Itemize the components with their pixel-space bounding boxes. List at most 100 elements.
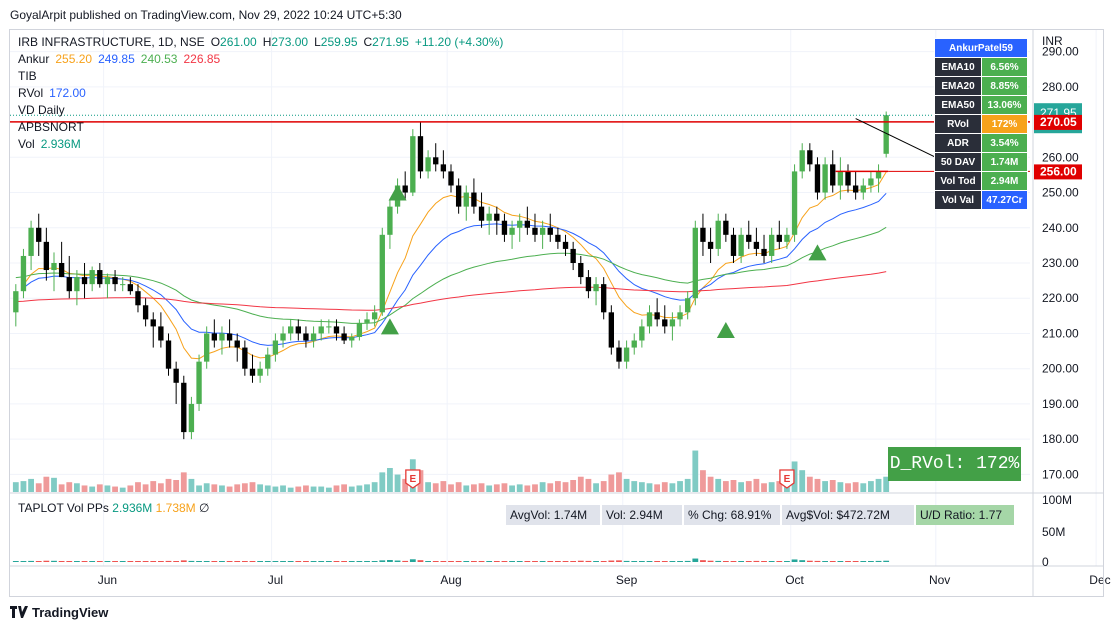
candle-body xyxy=(799,150,805,172)
volume-bar xyxy=(532,484,538,492)
taplot-volume-bar xyxy=(791,559,798,562)
publish-line: GoyalArpit published on TradingView.com,… xyxy=(10,8,402,22)
stats-key: EMA10 xyxy=(934,57,982,77)
volume-bar xyxy=(730,480,737,492)
currency-label: INR xyxy=(1042,34,1063,48)
candle-body xyxy=(272,340,279,355)
tib-row[interactable]: TIB xyxy=(18,68,509,85)
price-tick-label: 180.00 xyxy=(1042,432,1079,446)
volume-tick-label: 100M xyxy=(1042,493,1072,507)
candle-body xyxy=(662,319,668,327)
candle-body xyxy=(791,171,798,235)
taplot-volume-bar xyxy=(509,561,515,562)
volume-bar xyxy=(257,484,264,492)
candle-body xyxy=(249,368,256,376)
volume-bar xyxy=(104,485,111,492)
candle-body xyxy=(310,333,317,341)
candle-body xyxy=(326,326,332,328)
candle-body xyxy=(173,368,179,383)
taplot-volume-bar xyxy=(516,561,523,562)
taplot-volume-bar xyxy=(234,561,241,562)
volume-bar xyxy=(119,487,126,492)
taplot-volume-bar xyxy=(379,560,386,562)
volume-bar xyxy=(66,482,73,492)
volume-bar xyxy=(81,485,88,492)
taplot-volume-bar xyxy=(142,561,149,562)
candle-body xyxy=(448,171,454,186)
vd-row[interactable]: VD Daily xyxy=(18,102,509,119)
candle-body xyxy=(685,298,691,313)
taplot-volume-bar xyxy=(845,561,851,562)
candle-body xyxy=(280,333,286,341)
signal-triangle xyxy=(380,318,399,335)
table-header: AnkurPatel59 xyxy=(934,38,1028,58)
time-axis[interactable]: Jun Jul Aug Sep Oct Nov Dec xyxy=(98,573,1111,587)
ankur-row: Ankur 255.20 249.85 240.53 226.85 xyxy=(18,51,509,68)
rvol-label: RVol xyxy=(18,86,44,100)
volume-stat: Avg$Vol: $472.72M xyxy=(782,505,914,525)
stats-key: 50 DAV xyxy=(934,152,982,172)
taplot-volume-bar xyxy=(341,561,348,562)
volume-bar xyxy=(180,472,187,492)
tradingview-logo-icon xyxy=(10,606,28,618)
stats-table-row: EMA20 8.85% xyxy=(934,76,1028,96)
taplot-volume-bar xyxy=(219,561,225,562)
candle-body xyxy=(242,347,248,369)
price-tick-label: 210.00 xyxy=(1042,326,1079,340)
taplot-volume-bar xyxy=(875,560,882,562)
stats-table-row: EMA10 6.56% xyxy=(934,57,1028,77)
stats-table-header-row: AnkurPatel59 xyxy=(934,38,1028,58)
high-value: 273.00 xyxy=(271,35,309,49)
volume-bar xyxy=(211,484,218,492)
candle-body xyxy=(181,382,187,433)
volume-bar xyxy=(845,483,851,492)
candle-body xyxy=(738,234,744,256)
taplot-volume-bar xyxy=(562,561,569,562)
taplot-volume-bar xyxy=(501,561,508,562)
close-value: 271.95 xyxy=(372,35,409,49)
price-tick-label: 170.00 xyxy=(1042,467,1079,481)
volume-bar xyxy=(325,487,332,492)
candle-body xyxy=(700,227,706,242)
candle-body xyxy=(814,164,821,193)
volume-bar xyxy=(715,478,722,492)
taplot-volume-bar xyxy=(58,561,65,562)
vol-value: 2.936M xyxy=(40,137,81,151)
taplot-volume-bar xyxy=(203,561,210,562)
taplot-volume-bar xyxy=(43,560,50,562)
volume-bar xyxy=(486,485,493,492)
low-value: 259.95 xyxy=(320,35,358,49)
taplot-volume-bar xyxy=(730,561,737,562)
candle-body xyxy=(578,263,584,278)
symbol-name[interactable]: IRB INFRASTRUCTURE, 1D, NSE xyxy=(18,35,205,49)
volume-bar xyxy=(616,472,622,492)
volume-bar xyxy=(585,478,592,492)
ankur-label[interactable]: Ankur xyxy=(18,52,50,66)
volume-bar xyxy=(501,483,508,492)
rvol-row[interactable]: RVol 172.00 xyxy=(18,85,509,102)
apbs-row[interactable]: APBSNORT xyxy=(18,119,509,136)
candle-body xyxy=(120,284,126,286)
vd-label: VD Daily xyxy=(18,103,65,117)
volume-bar xyxy=(829,480,836,492)
price-tick-label: 190.00 xyxy=(1042,397,1079,411)
candle-body xyxy=(822,164,828,193)
candle-body xyxy=(539,227,546,235)
volume-bar xyxy=(554,481,561,492)
price-tick-label: 220.00 xyxy=(1042,291,1079,305)
volume-bar xyxy=(509,485,515,492)
taplot-volume-bar xyxy=(745,561,752,562)
symbol-row: IRB INFRASTRUCTURE, 1D, NSE O261.00 H273.0… xyxy=(18,34,509,51)
line-price-label: 270.05 xyxy=(1040,115,1077,129)
taplot-label[interactable]: TAPLOT Vol PPs xyxy=(18,501,109,515)
price-axis[interactable]: INR290.00280.00270.00260.00250.00240.002… xyxy=(1034,34,1083,569)
ankur-ema200: 226.85 xyxy=(183,52,221,66)
moving-average-lines xyxy=(15,171,887,360)
time-tick-label: Dec xyxy=(1089,573,1110,587)
candle-body xyxy=(425,157,431,172)
candle-body xyxy=(845,171,851,186)
taplot-volume-bar xyxy=(486,561,493,562)
vol-row[interactable]: Vol 2.936M xyxy=(18,136,509,153)
volume-bar xyxy=(684,478,691,492)
